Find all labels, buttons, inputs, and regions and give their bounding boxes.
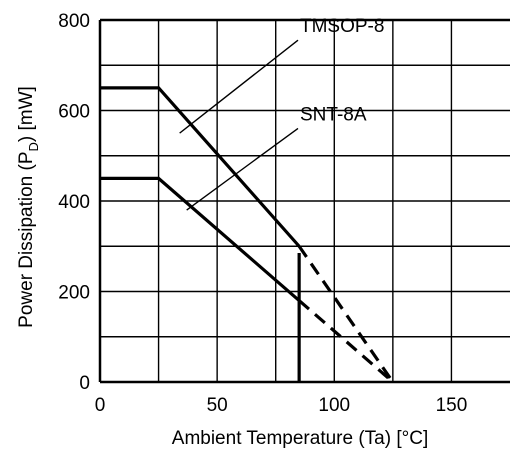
grid-layer <box>100 20 510 382</box>
axes-layer <box>98 18 510 384</box>
series-label-tmsop-8: TMSOP-8 <box>300 16 384 37</box>
annotation-layer: TMSOP-8 SNT-8A <box>179 16 384 211</box>
x-tick-label: 100 <box>318 395 350 416</box>
y-axis-title-main: Power Dissipation (P <box>16 151 37 327</box>
y-tick-label: 600 <box>58 102 90 123</box>
y-axis-title-subscript: D <box>26 142 41 151</box>
x-tick-label: 150 <box>436 395 468 416</box>
x-tick-label: 0 <box>95 395 106 416</box>
series-label-leader-tmsop-8 <box>179 39 299 134</box>
series-label-leader-snt-8a <box>186 127 299 211</box>
y-tick-label: 800 <box>58 11 90 32</box>
y-tick-label: 0 <box>79 373 90 394</box>
x-tick-label: 50 <box>207 395 228 416</box>
y-tick-label: 400 <box>58 192 90 213</box>
tick-layer: 0 50 100 150 0 200 400 600 800 <box>58 11 467 416</box>
y-axis-title-tail: ) [mW] <box>16 86 37 142</box>
x-axis-title: Ambient Temperature (Ta) [°C] <box>172 428 428 449</box>
series-snt-8a-solid <box>100 176 301 302</box>
series-tmsop-8-dashed <box>297 245 395 383</box>
series-snt-8a-dashed <box>298 299 394 384</box>
series-label-snt-8a: SNT-8A <box>300 104 367 125</box>
series-tmsop-8-solid <box>100 86 301 248</box>
y-tick-label: 200 <box>58 283 90 304</box>
series-layer <box>100 86 395 384</box>
y-axis-title: Power Dissipation (PD) [mW] <box>16 86 41 328</box>
